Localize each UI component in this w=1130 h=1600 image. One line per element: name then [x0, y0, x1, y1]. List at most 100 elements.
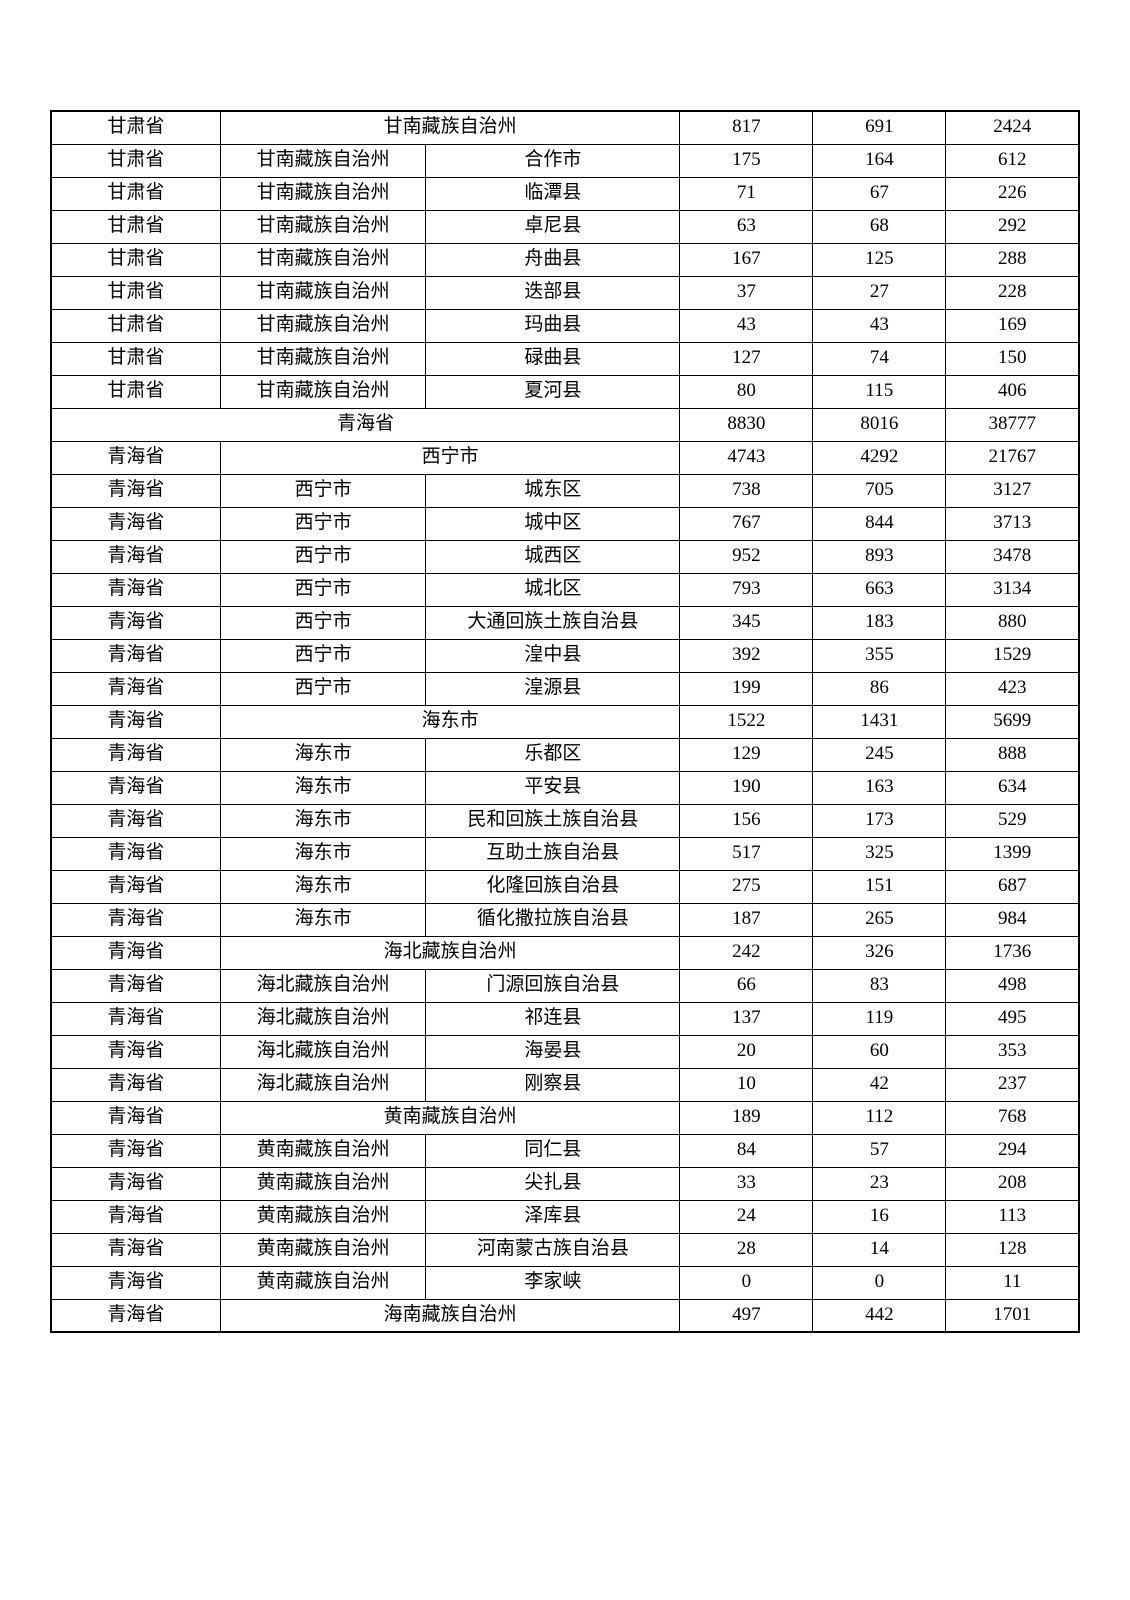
- county-cell: 李家峡: [426, 1266, 680, 1299]
- table-row: 青海省海东市循化撒拉族自治县187265984: [51, 903, 1079, 936]
- province-cell: 甘肃省: [51, 243, 220, 276]
- value-cell-3: 406: [946, 375, 1079, 408]
- city-cell: 海东市: [220, 738, 426, 771]
- value-cell-2: 325: [813, 837, 946, 870]
- value-cell-1: 137: [680, 1002, 813, 1035]
- value-cell-1: 738: [680, 474, 813, 507]
- province-cell: 青海省: [51, 1167, 220, 1200]
- value-cell-1: 63: [680, 210, 813, 243]
- value-cell-1: 242: [680, 936, 813, 969]
- value-cell-2: 112: [813, 1101, 946, 1134]
- table-row: 青海省黄南藏族自治州河南蒙古族自治县2814128: [51, 1233, 1079, 1266]
- county-cell: 城北区: [426, 573, 680, 606]
- value-cell-2: 442: [813, 1299, 946, 1332]
- value-cell-1: 71: [680, 177, 813, 210]
- province-cell: 青海省: [51, 441, 220, 474]
- value-cell-2: 125: [813, 243, 946, 276]
- value-cell-3: 529: [946, 804, 1079, 837]
- city-cell: 西宁市: [220, 540, 426, 573]
- table-row: 甘肃省甘南藏族自治州8176912424: [51, 111, 1079, 144]
- value-cell-2: 74: [813, 342, 946, 375]
- province-cell: 青海省: [51, 771, 220, 804]
- county-cell: 玛曲县: [426, 309, 680, 342]
- province-cell: 青海省: [51, 870, 220, 903]
- value-cell-2: 115: [813, 375, 946, 408]
- value-cell-1: 190: [680, 771, 813, 804]
- table-row: 青海省西宁市大通回族土族自治县345183880: [51, 606, 1079, 639]
- value-cell-2: 844: [813, 507, 946, 540]
- province-cell: 青海省: [51, 903, 220, 936]
- value-cell-3: 2424: [946, 111, 1079, 144]
- table-row: 青海省黄南藏族自治州尖扎县3323208: [51, 1167, 1079, 1200]
- value-cell-1: 156: [680, 804, 813, 837]
- province-cell: 青海省: [51, 1035, 220, 1068]
- city-merged-cell: 海北藏族自治州: [220, 936, 680, 969]
- city-merged-cell: 甘南藏族自治州: [220, 111, 680, 144]
- value-cell-3: 888: [946, 738, 1079, 771]
- value-cell-2: 83: [813, 969, 946, 1002]
- table-row: 青海省海东市152214315699: [51, 705, 1079, 738]
- value-cell-2: 691: [813, 111, 946, 144]
- county-cell: 城中区: [426, 507, 680, 540]
- city-cell: 黄南藏族自治州: [220, 1200, 426, 1233]
- value-cell-2: 67: [813, 177, 946, 210]
- city-cell: 西宁市: [220, 639, 426, 672]
- table-row: 青海省西宁市城东区7387053127: [51, 474, 1079, 507]
- county-cell: 刚察县: [426, 1068, 680, 1101]
- value-cell-2: 326: [813, 936, 946, 969]
- city-cell: 海东市: [220, 870, 426, 903]
- value-cell-3: 294: [946, 1134, 1079, 1167]
- value-cell-2: 42: [813, 1068, 946, 1101]
- city-cell: 甘南藏族自治州: [220, 144, 426, 177]
- value-cell-3: 612: [946, 144, 1079, 177]
- value-cell-2: 163: [813, 771, 946, 804]
- value-cell-1: 189: [680, 1101, 813, 1134]
- value-cell-2: 173: [813, 804, 946, 837]
- province-cell: 青海省: [51, 969, 220, 1002]
- province-cell: 甘肃省: [51, 342, 220, 375]
- value-cell-1: 84: [680, 1134, 813, 1167]
- value-cell-1: 392: [680, 639, 813, 672]
- table-row: 青海省海东市平安县190163634: [51, 771, 1079, 804]
- city-cell: 甘南藏族自治州: [220, 276, 426, 309]
- county-cell: 河南蒙古族自治县: [426, 1233, 680, 1266]
- county-cell: 循化撒拉族自治县: [426, 903, 680, 936]
- city-cell: 黄南藏族自治州: [220, 1233, 426, 1266]
- value-cell-3: 228: [946, 276, 1079, 309]
- value-cell-3: 11: [946, 1266, 1079, 1299]
- table-row: 甘肃省甘南藏族自治州舟曲县167125288: [51, 243, 1079, 276]
- value-cell-1: 793: [680, 573, 813, 606]
- province-cell: 青海省: [51, 1266, 220, 1299]
- value-cell-2: 183: [813, 606, 946, 639]
- province-cell: 青海省: [51, 540, 220, 573]
- city-cell: 黄南藏族自治州: [220, 1167, 426, 1200]
- county-cell: 碌曲县: [426, 342, 680, 375]
- table-row: 青海省海北藏族自治州刚察县1042237: [51, 1068, 1079, 1101]
- city-cell: 海北藏族自治州: [220, 969, 426, 1002]
- value-cell-1: 817: [680, 111, 813, 144]
- county-cell: 同仁县: [426, 1134, 680, 1167]
- value-cell-1: 497: [680, 1299, 813, 1332]
- value-cell-2: 57: [813, 1134, 946, 1167]
- province-cell: 甘肃省: [51, 276, 220, 309]
- province-cell: 青海省: [51, 573, 220, 606]
- table-row: 青海省8830801638777: [51, 408, 1079, 441]
- table-row: 青海省黄南藏族自治州泽库县2416113: [51, 1200, 1079, 1233]
- value-cell-3: 169: [946, 309, 1079, 342]
- county-cell: 祁连县: [426, 1002, 680, 1035]
- value-cell-1: 1522: [680, 705, 813, 738]
- city-cell: 海北藏族自治州: [220, 1035, 426, 1068]
- county-cell: 乐都区: [426, 738, 680, 771]
- value-cell-2: 1431: [813, 705, 946, 738]
- city-cell: 西宁市: [220, 507, 426, 540]
- value-cell-3: 208: [946, 1167, 1079, 1200]
- value-cell-2: 4292: [813, 441, 946, 474]
- table-row: 青海省海东市互助土族自治县5173251399: [51, 837, 1079, 870]
- table-row: 甘肃省甘南藏族自治州合作市175164612: [51, 144, 1079, 177]
- city-cell: 海东市: [220, 771, 426, 804]
- value-cell-3: 495: [946, 1002, 1079, 1035]
- table-row: 甘肃省甘南藏族自治州临潭县7167226: [51, 177, 1079, 210]
- county-cell: 湟源县: [426, 672, 680, 705]
- value-cell-2: 355: [813, 639, 946, 672]
- county-cell: 海晏县: [426, 1035, 680, 1068]
